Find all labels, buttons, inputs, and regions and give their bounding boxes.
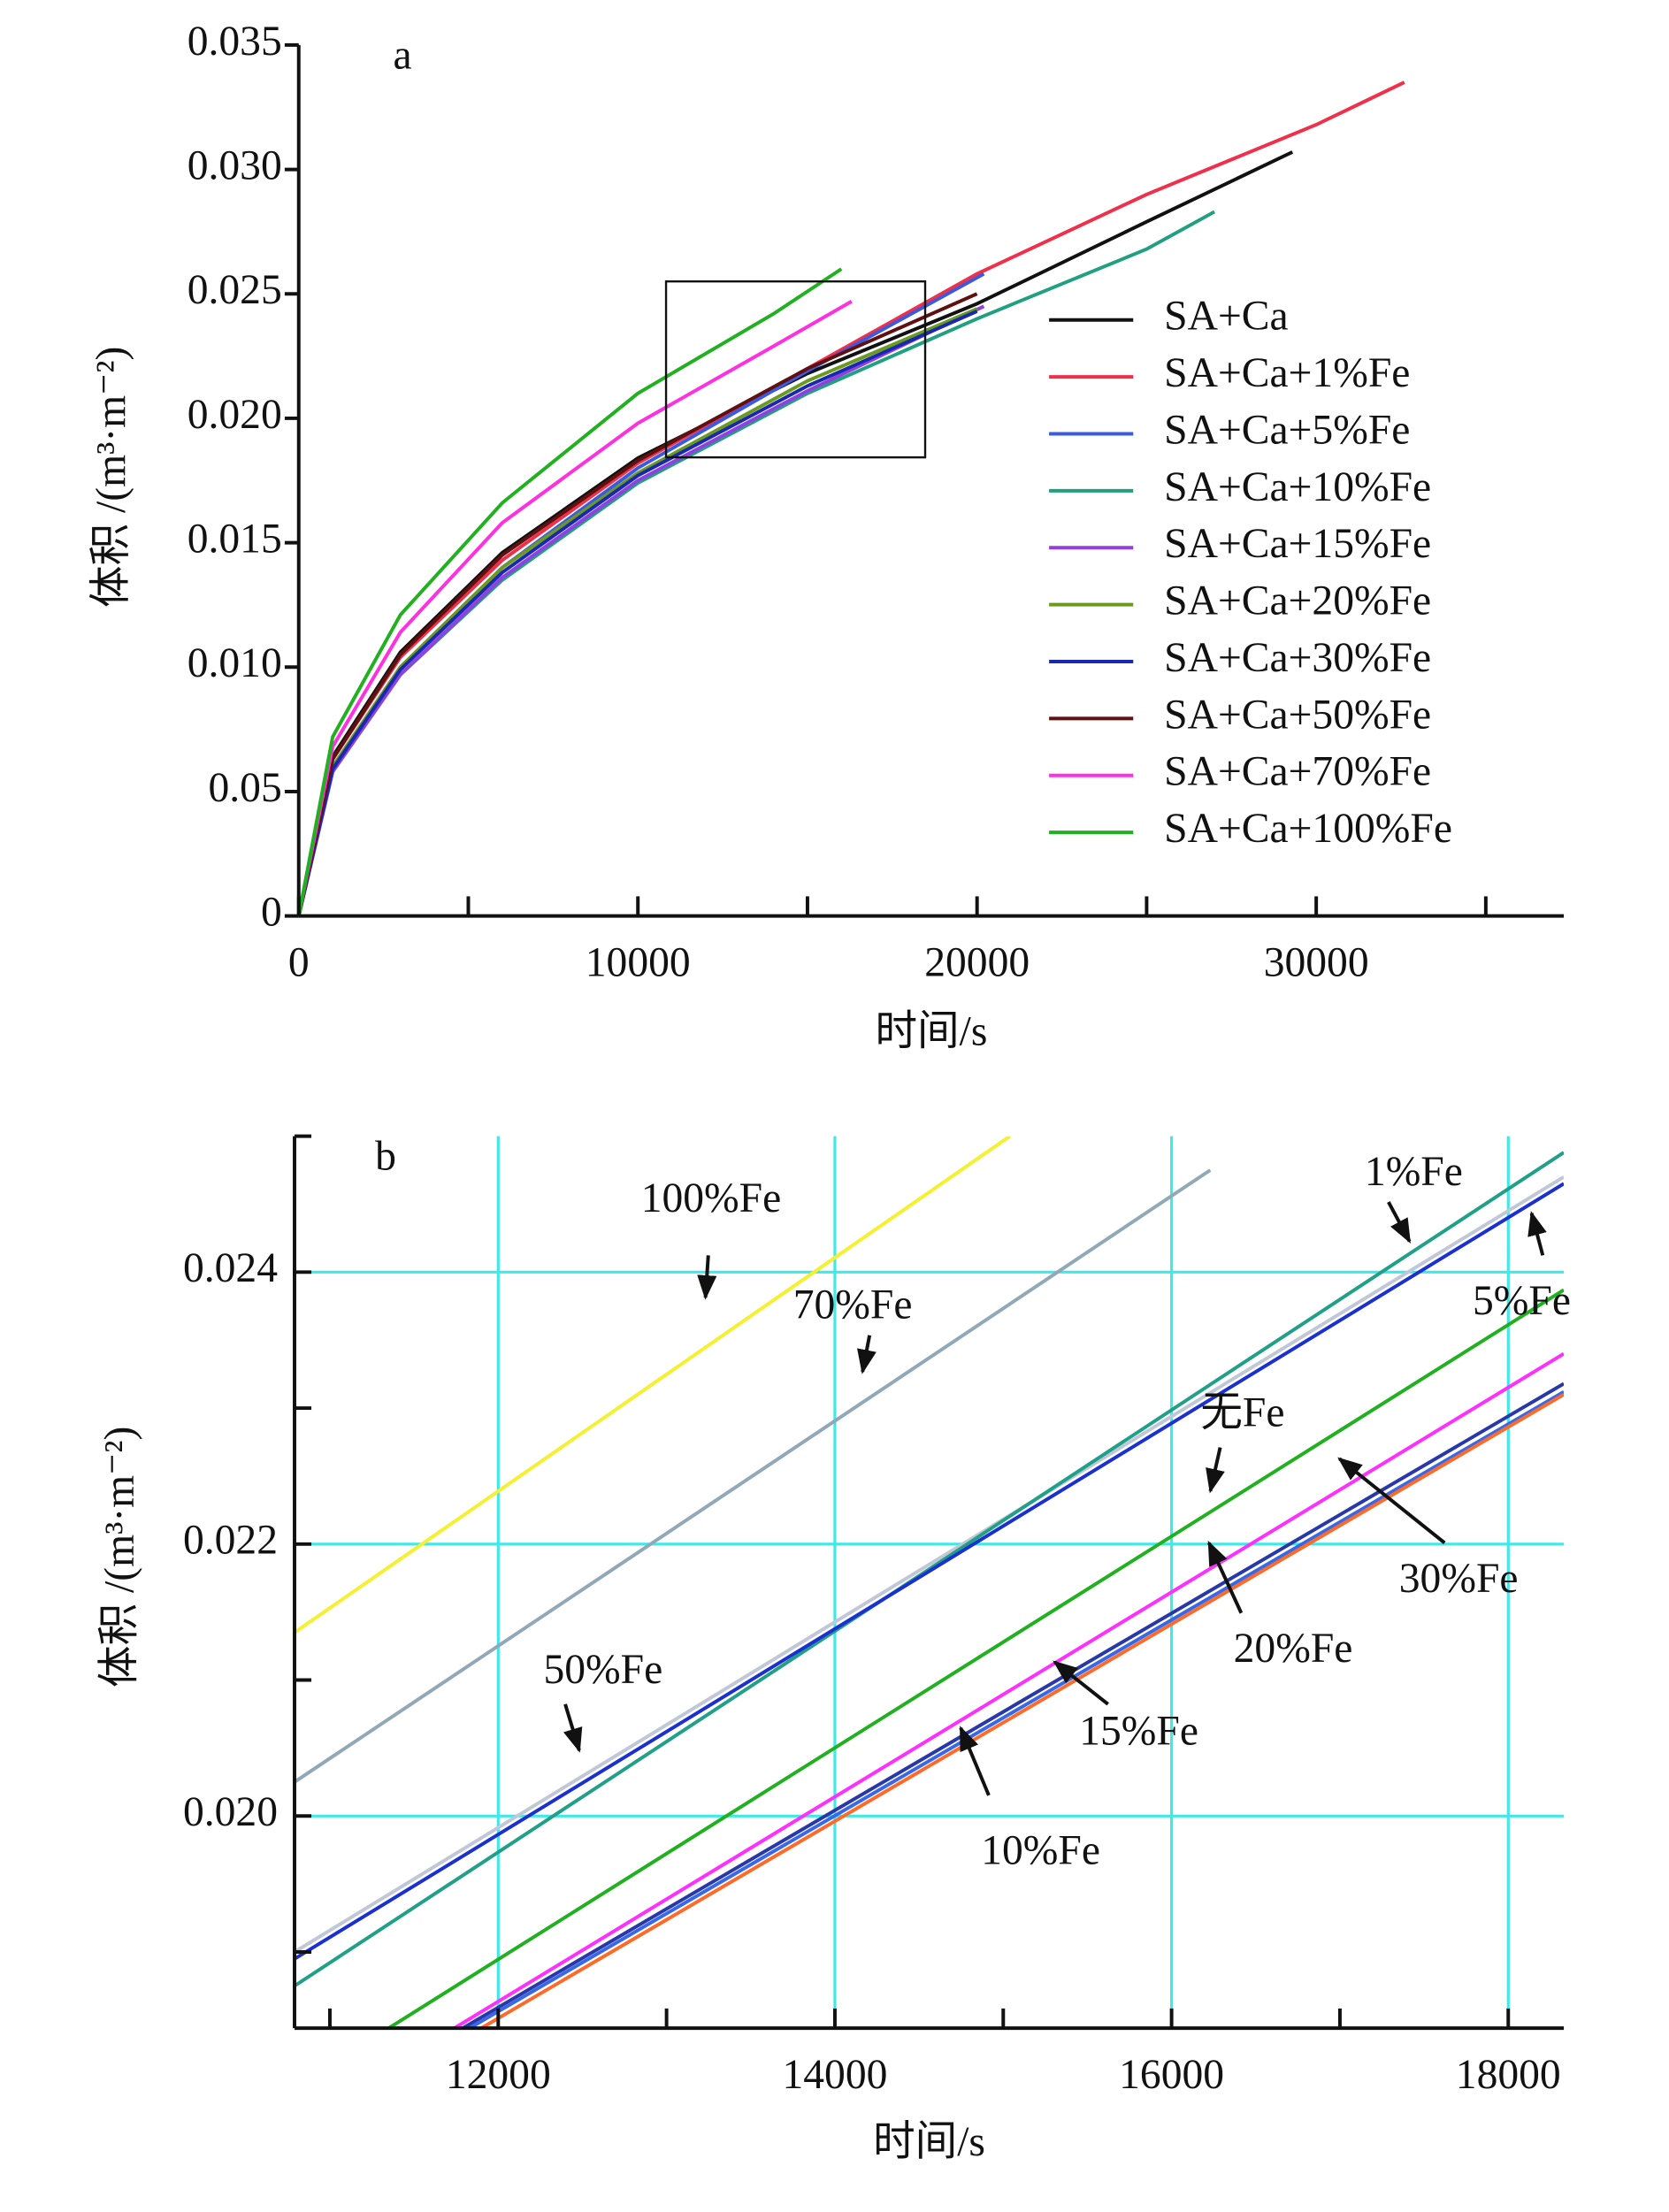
series-label: 无Fe (1200, 1390, 1284, 1436)
y-tick-label: 0.020 (188, 392, 282, 438)
label-arrow (1387, 1201, 1412, 1244)
y-axis-label: 体积 /(m³·m⁻²) (96, 1427, 142, 1688)
series-line (453, 1351, 1565, 2029)
x-axis-label: 时间/s (875, 1008, 987, 1054)
label-arrow (857, 1335, 877, 1374)
series-line (295, 1182, 1565, 1961)
label-arrow (1053, 1660, 1109, 1706)
plot-area (295, 1136, 1565, 2029)
series-line (298, 272, 985, 916)
x-tick-label: 16000 (1119, 2052, 1224, 2098)
x-tick-label: 18000 (1456, 2052, 1561, 2098)
label-arrow (1206, 1447, 1225, 1494)
y-tick-label: 0.035 (188, 19, 282, 65)
x-tick-label: 30000 (1264, 940, 1369, 986)
chart: 12000 14000 16000 18000 0.020 0.022 0.024 时间/s 体… (96, 1133, 1571, 2165)
series-label: 20%Fe (1234, 1626, 1353, 1672)
series-label: 10%Fe (981, 1827, 1100, 1873)
legend-label: SA+Ca+20%Fe (1164, 578, 1431, 624)
series-line (298, 300, 853, 916)
x-tick-label: 0 (288, 940, 310, 986)
x-tick-label: 20000 (924, 940, 1030, 986)
series-label: 70%Fe (793, 1282, 913, 1328)
series-line (298, 292, 978, 916)
panel-label: b (375, 1133, 396, 1179)
x-tick-label: 14000 (782, 2052, 887, 2098)
legend-label: SA+Ca (1164, 294, 1288, 340)
series-line (480, 1392, 1565, 2029)
y-tick-label: 0.020 (183, 1789, 278, 1835)
y-tick-label: 0.022 (183, 1518, 278, 1564)
legend-label: SA+Ca+15%Fe (1164, 521, 1431, 567)
label-arrow (563, 1703, 583, 1753)
y-tick-label: 0.05 (208, 765, 281, 811)
series-line (295, 1175, 1565, 1954)
y-tick-label: 0 (261, 890, 282, 936)
series-line (295, 1136, 1012, 1634)
legend-label: SA+Ca+50%Fe (1164, 692, 1431, 738)
label-arrow (1527, 1211, 1547, 1256)
series-line (468, 1389, 1565, 2029)
legend-label: SA+Ca+5%Fe (1164, 407, 1410, 453)
series-line (298, 210, 1216, 916)
series-label: 50%Fe (543, 1647, 662, 1693)
series-line (298, 150, 1294, 916)
series-label: 30%Fe (1399, 1556, 1519, 1602)
y-tick-label: 0.024 (183, 1245, 278, 1291)
legend-label: SA+Ca+100%Fe (1164, 806, 1452, 852)
label-arrow (959, 1726, 991, 1796)
series-line (298, 310, 978, 916)
x-axis-label: 时间/s (873, 2119, 985, 2165)
panel-label: a (394, 33, 412, 79)
x-tick-label: 12000 (446, 2052, 551, 2098)
plot-area (298, 80, 1405, 916)
x-tick-label: 10000 (586, 940, 691, 986)
series-line (462, 1382, 1565, 2029)
series-line (295, 1151, 1565, 1988)
series-line (295, 1168, 1212, 1784)
legend-label: SA+Ca+10%Fe (1164, 464, 1431, 510)
y-tick-label: 0.025 (188, 267, 282, 313)
legend-label: SA+Ca+1%Fe (1164, 350, 1410, 396)
series-label: 1%Fe (1365, 1149, 1463, 1195)
label-arrow (1207, 1540, 1244, 1614)
series-label: 5%Fe (1473, 1278, 1571, 1324)
legend-label: SA+Ca+30%Fe (1164, 635, 1431, 681)
chart: 0 10000 20000 30000 0 0.05 0.010 0.015 0.020 0.02… (88, 19, 1565, 1054)
legend-label: SA+Ca+70%Fe (1164, 749, 1431, 795)
y-axis-label: 体积 /(m³·m⁻²) (88, 347, 134, 608)
y-tick-label: 0.030 (188, 143, 282, 189)
zoom-box (664, 280, 927, 459)
label-arrow (697, 1255, 717, 1300)
y-tick-label: 0.010 (188, 640, 282, 686)
series-label: 15%Fe (1079, 1709, 1198, 1755)
series-line (387, 1288, 1565, 2029)
y-tick-label: 0.015 (188, 517, 282, 563)
label-arrow (1337, 1457, 1446, 1544)
series-label: 100%Fe (641, 1175, 782, 1221)
series-line (298, 267, 843, 916)
